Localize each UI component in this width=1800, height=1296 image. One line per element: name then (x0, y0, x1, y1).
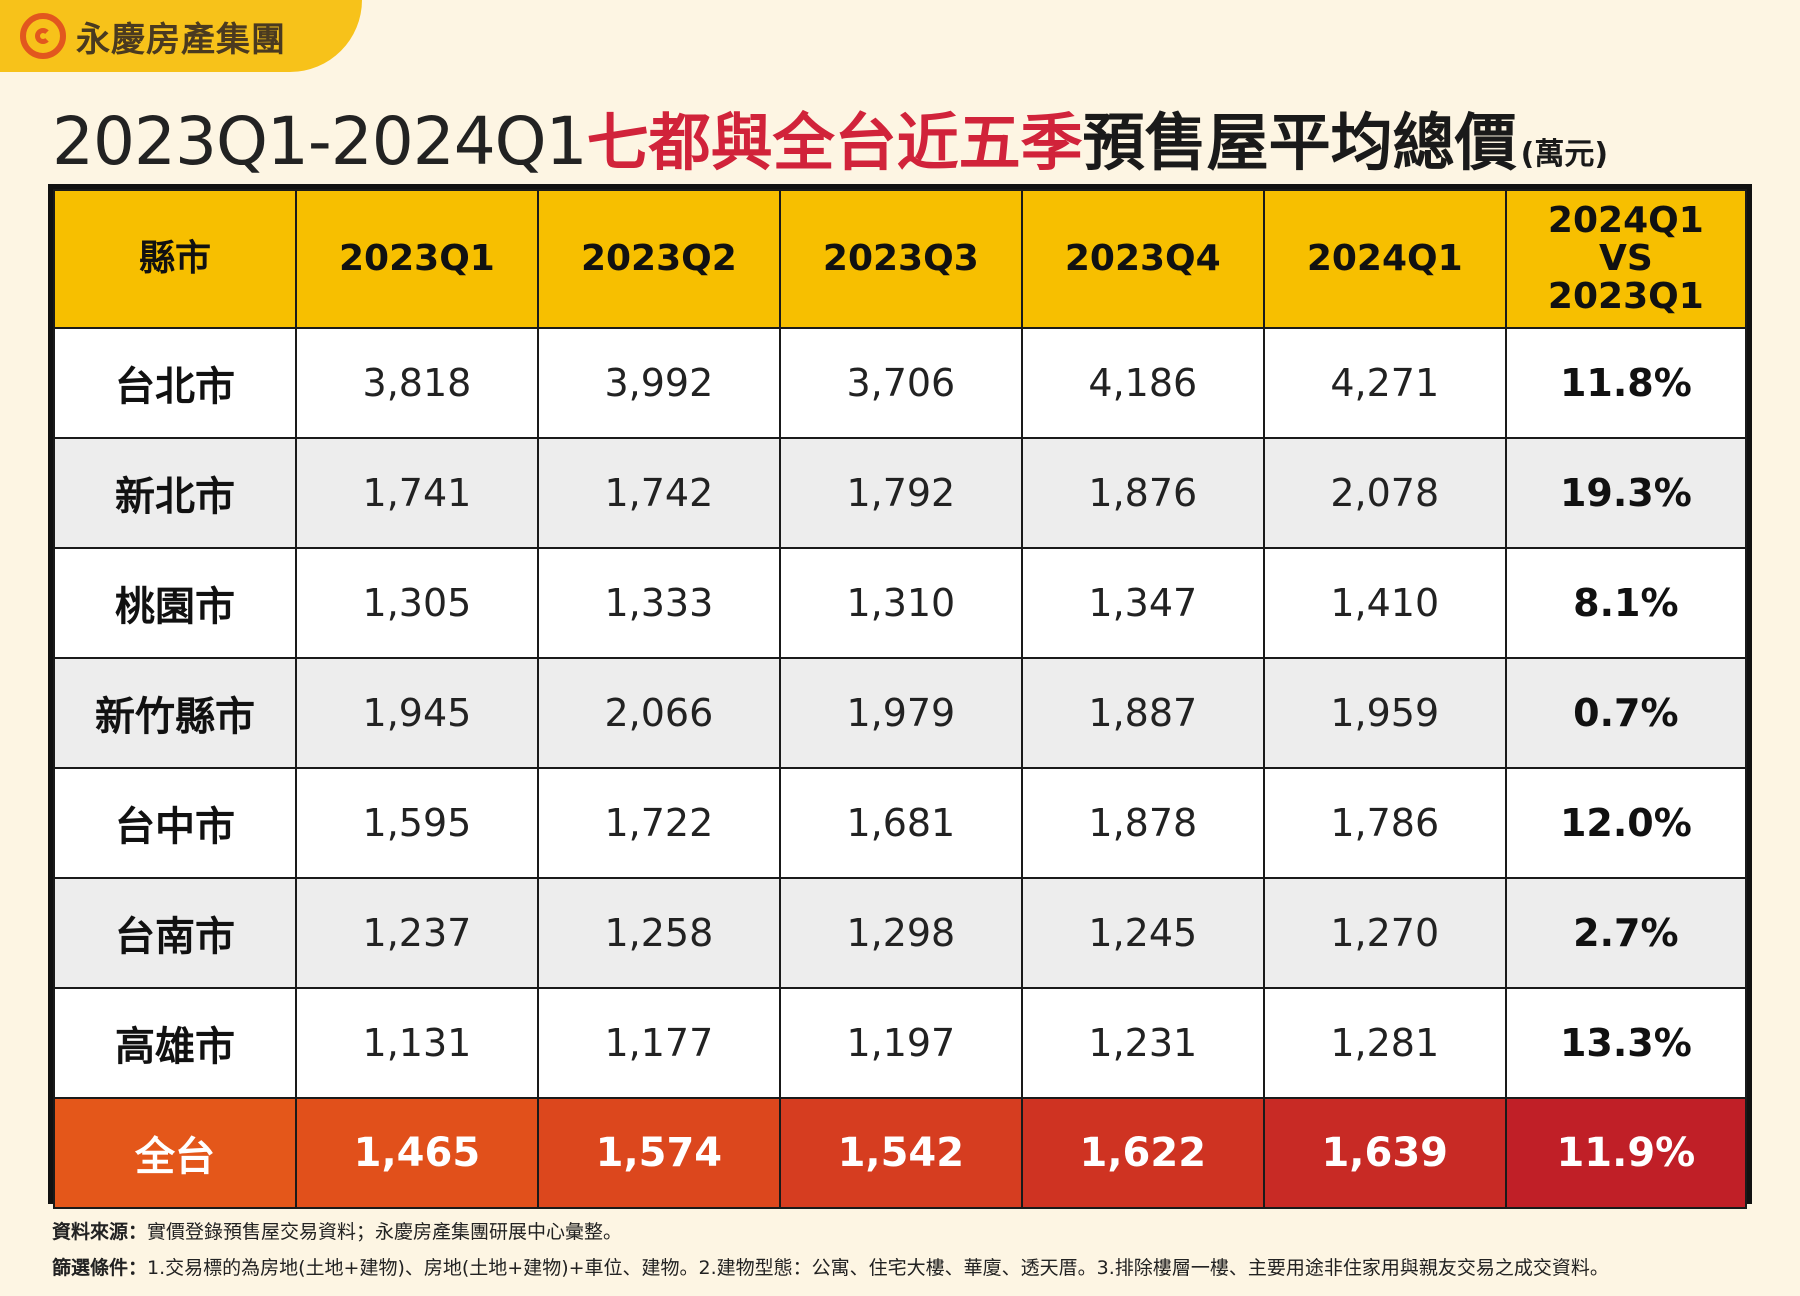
row-value: 1,281 (1262, 987, 1507, 1099)
total-change: 11.9% (1504, 1097, 1748, 1209)
source-label: 資料來源： (52, 1221, 148, 1243)
header-compare-line3: 2023Q1 (1547, 275, 1704, 317)
table-row: 台北市 3,818 3,992 3,706 4,186 4,271 11.8% (53, 327, 1748, 439)
filter-label: 篩選條件： (52, 1257, 148, 1279)
row-change: 13.3% (1504, 987, 1748, 1099)
row-value: 1,410 (1262, 547, 1507, 659)
row-change: 11.8% (1504, 327, 1748, 439)
row-value: 1,197 (778, 987, 1023, 1099)
row-value: 1,887 (1020, 657, 1265, 769)
header-2023q4: 2023Q4 (1020, 189, 1265, 329)
table-row: 高雄市 1,131 1,177 1,197 1,231 1,281 13.3% (53, 987, 1748, 1099)
row-value: 1,177 (536, 987, 781, 1099)
price-table-container: 縣市 2023Q1 2023Q2 2023Q3 2023Q4 2024Q1 20… (48, 184, 1752, 1209)
row-change: 12.0% (1504, 767, 1748, 879)
row-value: 1,742 (536, 437, 781, 549)
row-value: 1,722 (536, 767, 781, 879)
row-value: 3,818 (294, 327, 539, 439)
row-value: 3,706 (778, 327, 1023, 439)
brand-name: 永慶房產集團 (76, 19, 286, 60)
row-value: 1,237 (294, 877, 539, 989)
page-title: 2023Q1-2024Q1 七都與全台近五季 預售屋平均總價 (萬元) (52, 92, 1752, 180)
total-row: 全台 1,465 1,574 1,542 1,622 1,639 11.9% (53, 1097, 1748, 1209)
row-value: 1,258 (536, 877, 781, 989)
header-city: 縣市 (53, 189, 297, 329)
header-2024q1: 2024Q1 (1262, 189, 1507, 329)
title-unit: (萬元) (1520, 137, 1609, 172)
row-change: 0.7% (1504, 657, 1748, 769)
row-value: 1,131 (294, 987, 539, 1099)
source-note: 資料來源：實價登錄預售屋交易資料；永慶房產集團研展中心彙整。 (52, 1214, 1752, 1250)
header-2023q1: 2023Q1 (294, 189, 539, 329)
table-header-row: 縣市 2023Q1 2023Q2 2023Q3 2023Q4 2024Q1 20… (53, 189, 1748, 329)
row-value: 1,681 (778, 767, 1023, 879)
row-value: 2,078 (1262, 437, 1507, 549)
table-row: 台南市 1,237 1,258 1,298 1,245 1,270 2.7% (53, 877, 1748, 989)
row-value: 1,595 (294, 767, 539, 879)
row-value: 2,066 (536, 657, 781, 769)
row-city: 桃園市 (53, 547, 297, 659)
row-value: 1,231 (1020, 987, 1265, 1099)
row-change: 2.7% (1504, 877, 1748, 989)
total-value: 1,622 (1020, 1097, 1265, 1209)
row-value: 1,876 (1020, 437, 1265, 549)
total-city: 全台 (53, 1097, 297, 1209)
row-value: 1,270 (1262, 877, 1507, 989)
brand-logo-tab: 永慶房產集團 (0, 0, 362, 72)
row-city: 新竹縣市 (53, 657, 297, 769)
row-city: 台中市 (53, 767, 297, 879)
price-table: 縣市 2023Q1 2023Q2 2023Q3 2023Q4 2024Q1 20… (53, 189, 1748, 1209)
row-value: 1,305 (294, 547, 539, 659)
title-rest: 預售屋平均總價 (1082, 106, 1517, 179)
brand-logo-icon (20, 13, 66, 59)
header-2023q2: 2023Q2 (536, 189, 781, 329)
header-compare-line1: 2024Q1 (1547, 200, 1704, 242)
row-value: 1,741 (294, 437, 539, 549)
table-row: 台中市 1,595 1,722 1,681 1,878 1,786 12.0% (53, 767, 1748, 879)
title-range: 2023Q1-2024Q1 (52, 103, 588, 180)
row-change: 8.1% (1504, 547, 1748, 659)
title-highlight: 七都與全台近五季 (586, 106, 1083, 179)
table-row: 桃園市 1,305 1,333 1,310 1,347 1,410 8.1% (53, 547, 1748, 659)
total-value: 1,574 (536, 1097, 781, 1209)
row-city: 新北市 (53, 437, 297, 549)
header-compare: 2024Q1 VS 2023Q1 (1504, 189, 1748, 329)
header-2023q3: 2023Q3 (778, 189, 1023, 329)
row-value: 1,945 (294, 657, 539, 769)
filter-text: 1.交易標的為房地(土地+建物)、房地(土地+建物)+車位、建物。2.建物型態：… (147, 1257, 1609, 1279)
table-row: 新北市 1,741 1,742 1,792 1,876 2,078 19.3% (53, 437, 1748, 549)
row-city: 高雄市 (53, 987, 297, 1099)
row-value: 1,786 (1262, 767, 1507, 879)
total-value: 1,465 (294, 1097, 539, 1209)
filter-note: 篩選條件：1.交易標的為房地(土地+建物)、房地(土地+建物)+車位、建物。2.… (52, 1250, 1752, 1286)
row-value: 1,298 (778, 877, 1023, 989)
row-value: 1,792 (778, 437, 1023, 549)
row-value: 1,959 (1262, 657, 1507, 769)
row-value: 1,347 (1020, 547, 1265, 659)
row-value: 3,992 (536, 327, 781, 439)
row-change: 19.3% (1504, 437, 1748, 549)
row-value: 1,310 (778, 547, 1023, 659)
row-value: 1,333 (536, 547, 781, 659)
source-text: 實價登錄預售屋交易資料；永慶房產集團研展中心彙整。 (147, 1221, 623, 1243)
row-city: 台南市 (53, 877, 297, 989)
total-value: 1,542 (778, 1097, 1023, 1209)
header-compare-line2: VS (1598, 238, 1653, 280)
row-value: 4,186 (1020, 327, 1265, 439)
row-city: 台北市 (53, 327, 297, 439)
total-value: 1,639 (1262, 1097, 1507, 1209)
footnotes: 資料來源：實價登錄預售屋交易資料；永慶房產集團研展中心彙整。 篩選條件：1.交易… (52, 1214, 1752, 1286)
row-value: 1,245 (1020, 877, 1265, 989)
row-value: 4,271 (1262, 327, 1507, 439)
row-value: 1,979 (778, 657, 1023, 769)
table-row: 新竹縣市 1,945 2,066 1,979 1,887 1,959 0.7% (53, 657, 1748, 769)
row-value: 1,878 (1020, 767, 1265, 879)
